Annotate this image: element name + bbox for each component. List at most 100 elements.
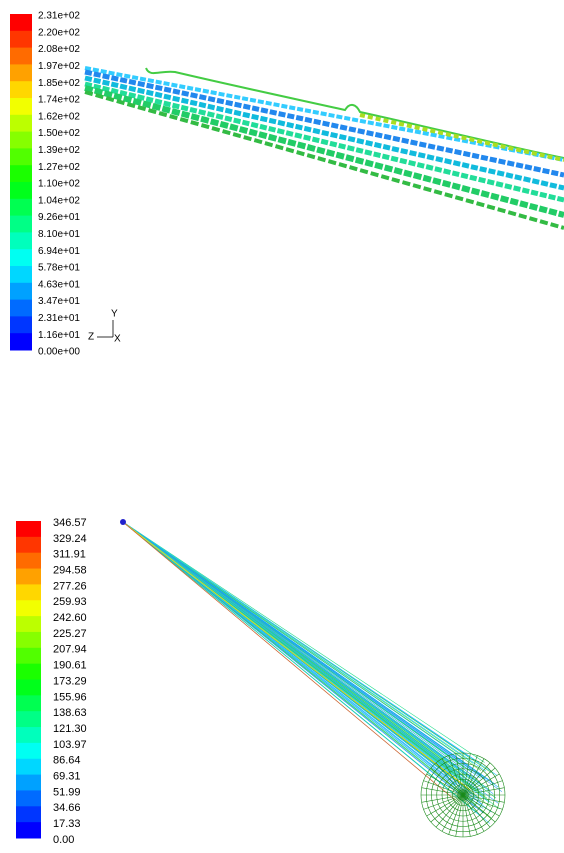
mesh-spoke [462, 794, 503, 810]
color-swatch [10, 47, 32, 65]
mesh-spoke [462, 794, 505, 803]
pathline [122, 521, 485, 763]
color-swatch [10, 316, 32, 334]
mesh-spoke [462, 787, 505, 796]
mesh-spoke [423, 780, 464, 796]
colorbar-label: 69.31 [53, 771, 81, 783]
color-swatch [10, 249, 32, 267]
pathlines-top [84, 66, 564, 230]
color-swatch [10, 165, 32, 183]
colorbar-label: 1.85e+02 [38, 78, 80, 89]
mesh-spoke [441, 794, 464, 832]
color-swatch [10, 64, 32, 82]
colorbar-label: 225.27 [53, 628, 87, 640]
color-swatch [16, 600, 41, 617]
colorbar-label: 1.16e+01 [38, 330, 80, 341]
mesh-spoke [426, 794, 464, 817]
color-swatch [10, 266, 32, 284]
color-swatch [16, 616, 41, 633]
color-swatch [16, 521, 41, 538]
color-swatch [10, 98, 32, 116]
colorbar-label: 1.39e+02 [38, 145, 80, 156]
mesh-spoke [455, 753, 464, 796]
mesh-spoke [448, 755, 464, 796]
colorbar-label: 190.61 [53, 660, 87, 672]
mesh-spoke [462, 780, 503, 796]
colorbar-label: 1.10e+02 [38, 179, 80, 190]
mesh-spoke [448, 794, 464, 835]
mesh-disc [420, 752, 506, 838]
axis-triad [97, 320, 114, 338]
colorbar-label: 2.31e+01 [38, 313, 80, 324]
mesh-spoke [462, 794, 500, 817]
color-swatch [16, 790, 41, 807]
mesh-spoke [462, 758, 485, 796]
color-swatch [10, 114, 32, 133]
color-swatch [10, 232, 32, 250]
pathline [122, 521, 477, 809]
pathline [122, 521, 500, 810]
mesh-spoke [423, 794, 464, 810]
colorbar-label: 173.29 [53, 675, 87, 687]
color-swatch [16, 663, 41, 680]
colorbar-label: 311.91 [53, 549, 86, 561]
colorbar-label: 1.74e+02 [38, 95, 80, 106]
color-swatch [10, 282, 32, 301]
mesh-spoke [462, 773, 500, 796]
colorbar-label: 242.60 [53, 612, 87, 624]
colorbar-label: 294.58 [53, 564, 87, 576]
colorbar-label: 8.10e+01 [38, 229, 80, 240]
colorbar-label: 17.33 [53, 818, 81, 830]
color-swatch [10, 14, 32, 32]
color-swatch [10, 131, 32, 149]
mesh-spoke [462, 767, 496, 796]
color-swatch [16, 647, 41, 665]
mesh-spoke [441, 758, 464, 796]
colorbar-label: 277.26 [53, 580, 87, 592]
colorbar-label: 1.27e+02 [38, 162, 80, 173]
color-swatch [16, 758, 41, 776]
color-swatch [16, 552, 41, 570]
colorbar-label: 2.08e+02 [38, 44, 80, 55]
mesh-spoke [430, 767, 464, 796]
color-swatch [16, 742, 41, 760]
color-swatch [16, 774, 41, 791]
mesh-spoke [462, 794, 471, 837]
color-swatch [16, 631, 41, 649]
colorbar-top: 2.31e+02 2.20e+02 2.08e+02 1.97e+02 1.85e+02… [10, 11, 80, 358]
colorbar-label: 0.00 [53, 834, 74, 846]
colorbar-label: 34.66 [53, 802, 81, 814]
color-swatch [16, 536, 41, 554]
colorbar-label: 259.93 [53, 596, 87, 608]
color-swatch [10, 148, 32, 166]
mesh-spoke [426, 773, 464, 796]
color-swatch [16, 806, 41, 823]
color-swatch [16, 822, 41, 839]
color-swatch [16, 727, 41, 744]
colorbar-label: 6.94e+01 [38, 246, 80, 257]
colorbar-label: 2.20e+02 [38, 27, 80, 38]
colorbar-label: 0.00e+00 [38, 347, 80, 358]
colorbar-label: 346.57 [53, 517, 87, 529]
color-swatch [16, 711, 41, 728]
colorbar-label: 207.94 [53, 644, 87, 656]
colorbar-label: 1.50e+02 [38, 128, 80, 139]
colorbar-label: 51.99 [53, 786, 81, 798]
mesh-spoke [462, 753, 471, 796]
pathlines-bottom [122, 521, 503, 824]
color-swatch [10, 182, 32, 200]
colorbar-label: 4.63e+01 [38, 279, 80, 290]
pathline [122, 521, 494, 795]
colorbar-label: 121.30 [53, 723, 87, 735]
mesh-spoke [430, 794, 464, 823]
mesh-spoke [421, 787, 464, 796]
mesh-spoke [421, 794, 464, 803]
colorbar-label: 329.24 [53, 533, 87, 545]
pathline [122, 521, 456, 801]
mesh-spoke [462, 762, 491, 796]
inlet-point [120, 519, 126, 525]
color-swatch [10, 81, 32, 99]
colorbar-bottom: 346.57 329.24 311.91 294.58 277.26 259.93 242.… [16, 517, 87, 846]
